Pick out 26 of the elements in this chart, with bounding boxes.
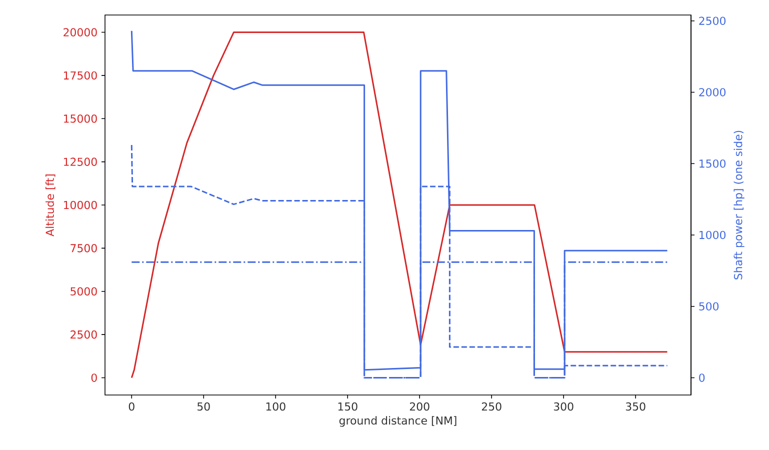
- y2-tick-label: 2000: [699, 88, 726, 96]
- x-tick-label: 300: [554, 402, 574, 411]
- y-tick-label: 15000: [64, 114, 97, 123]
- x-axis-title: ground distance [NM]: [339, 416, 456, 427]
- y-tick-label: 10000: [64, 200, 97, 210]
- y-tick-label: 17500: [64, 71, 97, 80]
- x-tick-label: 0: [128, 402, 134, 411]
- y2-tick-label: 1000: [700, 230, 726, 240]
- x-tick-label: 50: [198, 402, 210, 411]
- y-tick-label: 5000: [70, 287, 97, 296]
- x-tick-label: 200: [410, 402, 430, 411]
- y-tick-label: 12500: [64, 158, 97, 166]
- y-tick-label: 0: [91, 374, 97, 382]
- y2-tick-label: 0: [699, 374, 705, 382]
- y-axis-title: Altitude [ft]: [46, 174, 56, 236]
- y2-tick-label: 2500: [699, 16, 726, 25]
- y2-tick-label: 500: [699, 302, 719, 310]
- y-tick-label: 2500: [70, 330, 97, 339]
- x-tick-label: 350: [626, 402, 646, 411]
- x-tick-label: 150: [338, 402, 358, 411]
- y-tick-label: 20000: [64, 28, 97, 36]
- x-tick-label: 100: [266, 402, 286, 411]
- y-tick-label: 7500: [70, 244, 97, 252]
- y2-tick-label: 1500: [700, 159, 726, 168]
- x-tick-label: 250: [482, 402, 502, 411]
- y2-axis-title: Shaft power [hp] (one side): [734, 130, 744, 280]
